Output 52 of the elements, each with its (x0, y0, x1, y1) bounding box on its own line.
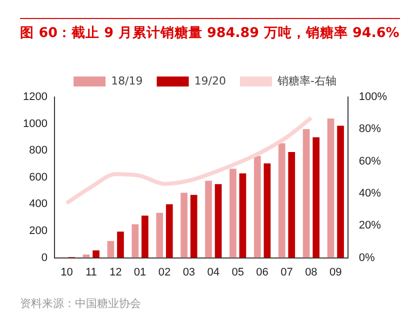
x-tick-label: 07 (280, 266, 293, 278)
y2-tick-label: 20% (358, 220, 382, 232)
bar (312, 137, 320, 258)
bar (190, 194, 198, 258)
bar (107, 241, 114, 258)
legend-label: 销糖率-右轴 (276, 74, 336, 88)
bar (92, 250, 100, 258)
x-tick-label: 11 (85, 266, 97, 278)
bar (302, 129, 310, 258)
x-tick-label: 10 (60, 266, 73, 278)
y-tick-label: 800 (29, 144, 48, 157)
text: 资料来源：中国糖业协会 (20, 296, 141, 311)
bar (264, 163, 271, 258)
x-tick-label: 06 (256, 266, 268, 278)
bar (254, 156, 261, 258)
y2-tick-label: 40% (358, 188, 382, 200)
bar (166, 204, 173, 258)
x-tick-label: 03 (182, 266, 196, 278)
x-tick-label: 02 (158, 266, 171, 278)
y-tick-label: 1200 (22, 91, 48, 104)
y-tick-label: 1000 (22, 118, 48, 130)
legend-label: 19/20 (194, 74, 226, 88)
x-tick-label: 08 (305, 266, 318, 278)
x-tick-label: 01 (134, 266, 146, 278)
y-tick-label: 400 (29, 198, 48, 210)
bar (239, 173, 246, 258)
bar (337, 126, 344, 258)
chart-title: 图 60：截止 9 月累计销糖量 984.89 万吨，销糖率 94.6% (20, 18, 400, 42)
bar (327, 118, 334, 258)
bar (180, 192, 188, 258)
x-tick-label: 05 (232, 266, 244, 278)
bar (156, 212, 164, 258)
bar (205, 180, 212, 258)
y2-tick-label: 100% (358, 91, 388, 104)
line-series (64, 116, 314, 206)
bar (230, 168, 236, 258)
bar (132, 224, 139, 258)
y2-tick-label: 80% (358, 123, 382, 136)
y-tick-label: 200 (29, 225, 48, 238)
bar (288, 152, 296, 258)
x-tick-label: 09 (330, 266, 342, 278)
bar (214, 184, 222, 258)
x-tick-label: 04 (207, 266, 220, 278)
x-tick-label: 12 (109, 266, 122, 278)
legend-label: 18/19 (111, 74, 143, 88)
y2-tick-label: 60% (358, 155, 382, 168)
y-tick-label: 0 (41, 252, 48, 264)
y-tick-label: 600 (29, 171, 48, 184)
bar (117, 232, 124, 258)
bar (142, 216, 148, 258)
y2-tick-label: 0% (358, 252, 375, 264)
bar (278, 143, 286, 258)
